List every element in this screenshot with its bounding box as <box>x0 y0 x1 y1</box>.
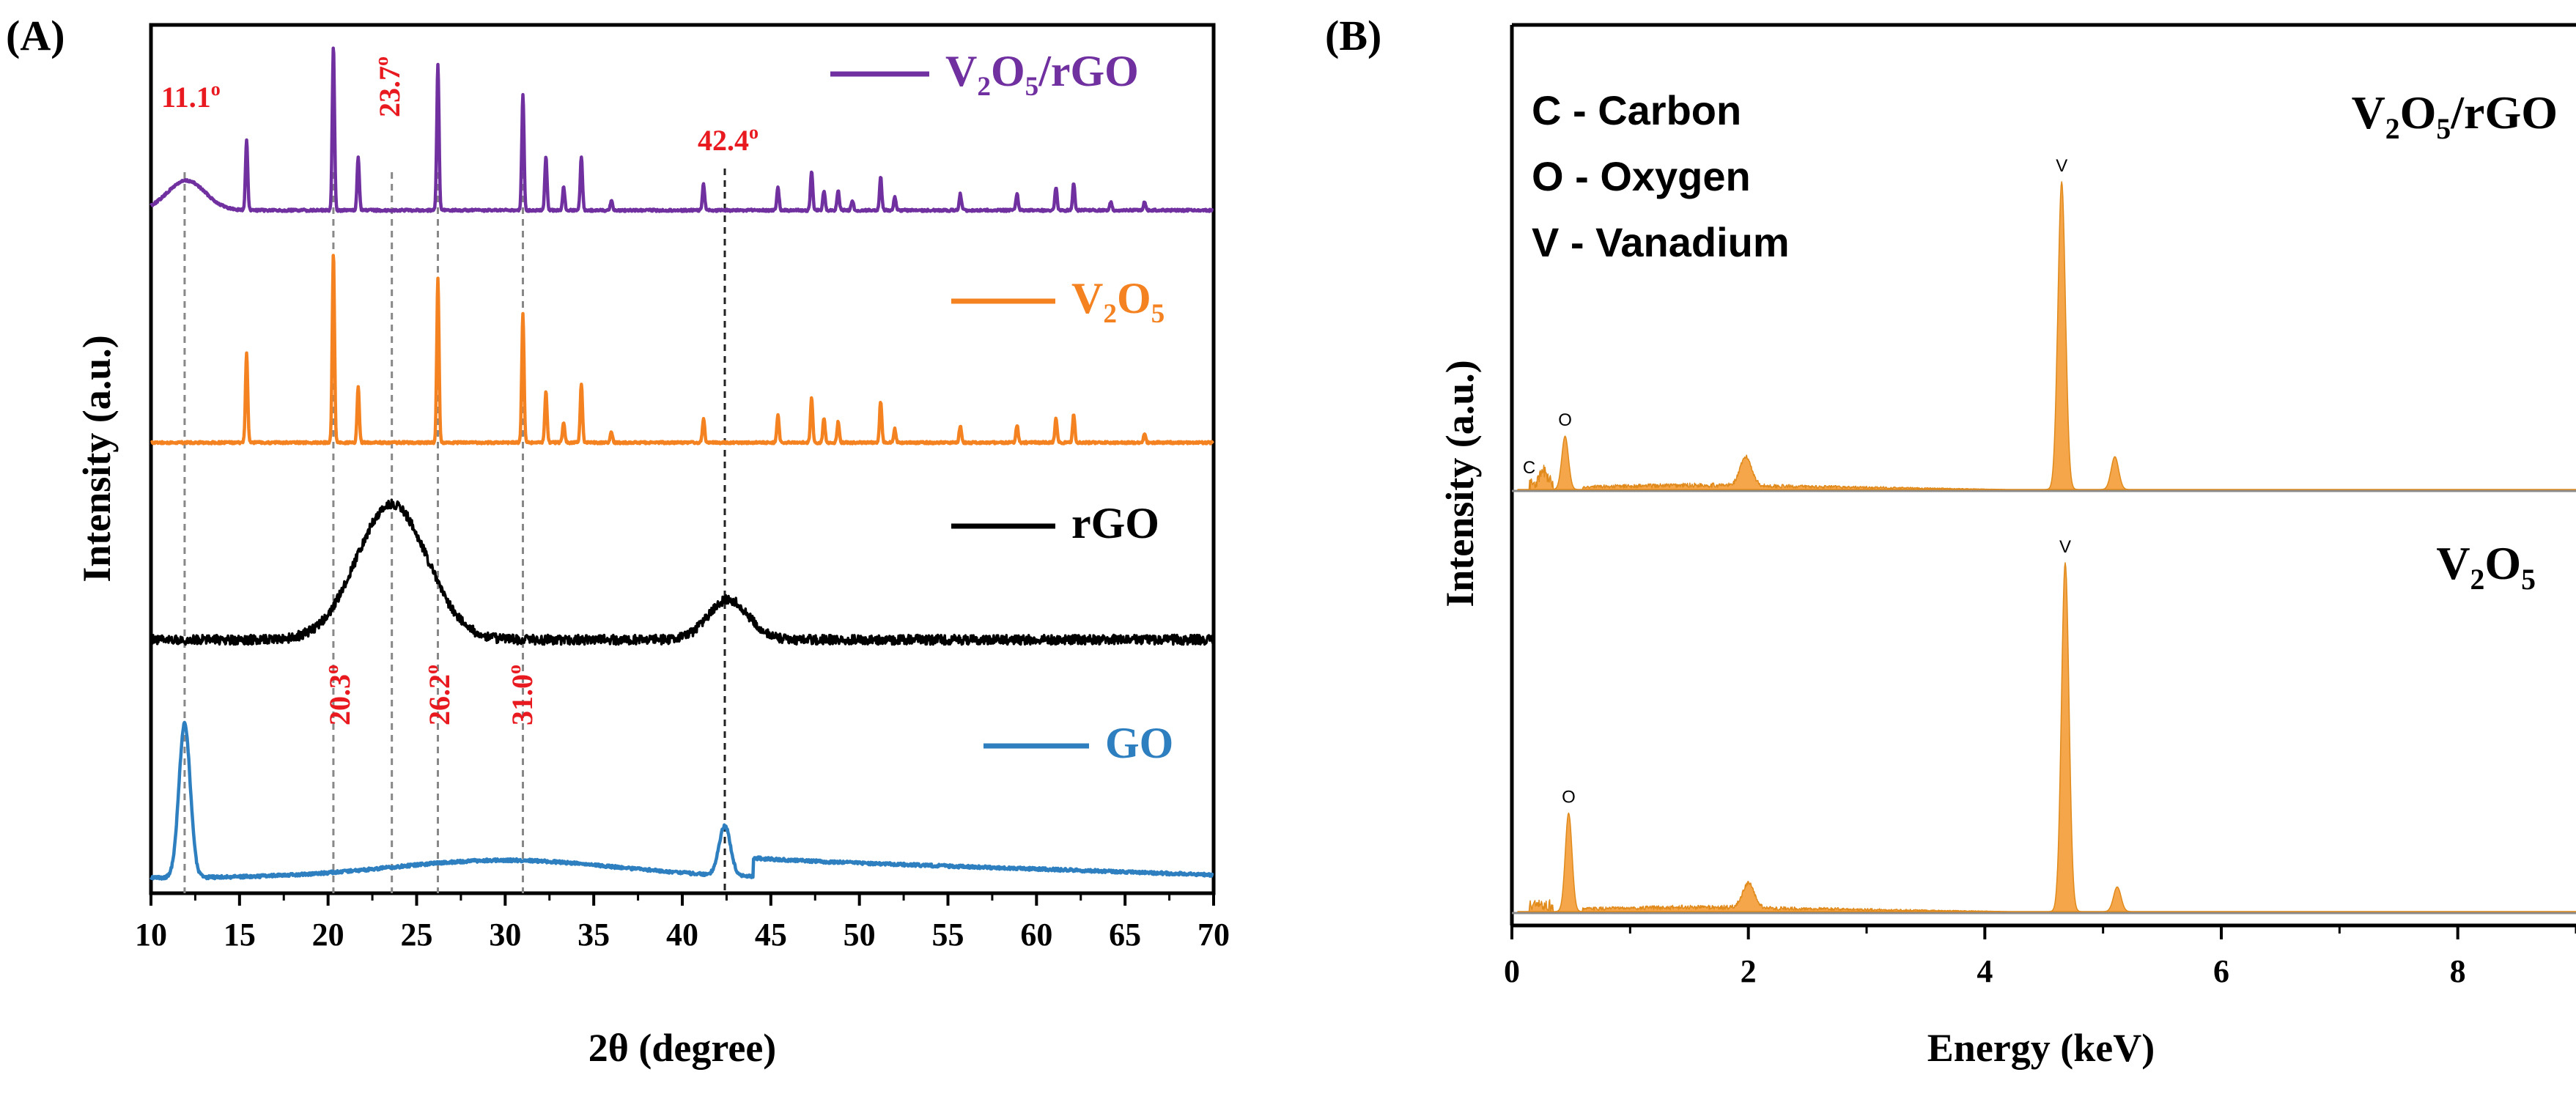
eds-title-v2o5-rgo-tail: /rGO <box>2450 86 2558 138</box>
x-tick-label-a-35: 35 <box>577 917 610 953</box>
eds-title-v2o5-s2: 5 <box>2521 563 2536 596</box>
legend-label-v2o5_rgo-mid: O <box>991 47 1025 95</box>
x-tick-label-a-15: 15 <box>224 917 256 953</box>
legend-label-go-base: GO <box>1105 719 1173 767</box>
element-key: C - Carbon O - Oxygen V - Vanadium <box>1532 87 1790 265</box>
element-key-C: C - Carbon <box>1532 87 1741 133</box>
annotation-value-42.4: 42.4 <box>698 124 749 157</box>
legend-label-v2o5: V2O5 <box>1071 274 1165 329</box>
x-tick-label-a-10: 10 <box>135 917 167 953</box>
series-line-V2O5 <box>150 254 1214 446</box>
series-line-rGO <box>150 498 1214 646</box>
annotation-value-26.2: 26.2 <box>423 674 456 725</box>
eds-spectrum-V2O5 <box>1517 562 2576 912</box>
x-tick-label-a-50: 50 <box>844 917 876 953</box>
peak-label-top-O: O <box>1558 410 1572 430</box>
element-key-O: O - Oxygen <box>1532 153 1751 199</box>
x-tick-label-a-55: 55 <box>932 917 964 953</box>
annotation-42.4: 42.4o <box>698 122 759 157</box>
legend-label-v2o5-s2: 5 <box>1151 299 1165 329</box>
panel-a-label: (A) <box>6 12 65 59</box>
series-line-V2O5-rGO <box>150 46 1214 213</box>
x-tick-label-b-2: 2 <box>1741 953 1757 989</box>
annotation-value-11.1: 11.1 <box>161 81 211 114</box>
legend-label-v2o5_rgo-s2: 5 <box>1025 72 1039 102</box>
x-tick-label-a-70: 70 <box>1197 917 1230 953</box>
annotation-degree-11.1: o <box>211 78 221 100</box>
legend-label-v2o5-mid: O <box>1117 274 1151 322</box>
legend-label-rgo: rGO <box>1071 499 1159 547</box>
eds-title-v2o5-rgo-s2: 5 <box>2436 113 2451 145</box>
legend-label-v2o5-s1: 2 <box>1103 299 1117 329</box>
element-key-V: V - Vanadium <box>1532 219 1790 265</box>
panel-a-y-label: Intensity (a.u.) <box>75 335 119 583</box>
legend-label-v2o5_rgo: V2O5/rGO <box>945 47 1139 102</box>
legend-label-v2o5-base: V <box>1071 274 1103 322</box>
panel-b-x-ticks: 0 2 4 6 8 <box>1504 925 2576 989</box>
eds-title-v2o5: V2O5 <box>2436 537 2536 596</box>
annotation-degree-20.3: o <box>321 665 342 674</box>
eds-title-v2o5-rgo: V2O5/rGO <box>2352 86 2558 145</box>
panel-b-y-label: Intensity (a.u.) <box>1438 360 1482 607</box>
x-tick-label-a-20: 20 <box>312 917 344 953</box>
panel-b-label: (B) <box>1325 12 1381 59</box>
series-line-GO <box>150 720 1214 881</box>
panel-b-x-label: Energy (keV) <box>1927 1026 2155 1070</box>
eds-title-v2o5-rgo-mid: O <box>2400 86 2437 138</box>
x-tick-label-a-30: 30 <box>489 917 521 953</box>
panel-a-series <box>150 46 1214 881</box>
legend-label-go: GO <box>1105 719 1173 767</box>
legend-label-v2o5_rgo-base: V <box>945 47 977 95</box>
eds-title-v2o5-s1: 2 <box>2470 563 2485 596</box>
annotation-value-31.0: 31.0 <box>506 674 539 725</box>
peak-label-top-V: V <box>2056 156 2067 176</box>
panel-a-reference-lines <box>183 169 726 893</box>
annotation-degree-42.4: o <box>749 122 759 143</box>
annotation-degree-26.2: o <box>421 665 442 674</box>
panel-a-x-label: 2θ (degree) <box>588 1026 777 1070</box>
peak-label-top-C: C <box>1523 458 1535 478</box>
annotation-degree-31.0: o <box>503 665 525 674</box>
annotation-value-23.7: 23.7 <box>373 66 406 117</box>
annotation-degree-23.7: o <box>371 56 392 66</box>
annotation-31.0: 31.0o <box>503 665 539 725</box>
x-tick-label-a-45: 45 <box>755 917 787 953</box>
x-tick-label-a-60: 60 <box>1020 917 1052 953</box>
x-tick-label-b-8: 8 <box>2450 953 2466 989</box>
annotation-23.7: 23.7o <box>371 56 406 117</box>
eds-title-v2o5-base: V <box>2436 537 2470 589</box>
annotation-11.1: 11.1o <box>161 78 221 114</box>
eds-title-v2o5-rgo-base: V <box>2352 86 2385 138</box>
annotation-26.2: 26.2o <box>421 665 456 725</box>
panel-a-frame <box>149 23 1216 895</box>
eds-spectrum-V2O5-rGO <box>1517 181 2576 490</box>
x-tick-label-a-65: 65 <box>1109 917 1141 953</box>
legend-label-v2o5_rgo-tail: /rGO <box>1038 47 1139 95</box>
peak-label-bottom-O: O <box>1562 788 1576 807</box>
eds-title-v2o5-rgo-s1: 2 <box>2385 113 2400 145</box>
annotation-20.3: 20.3o <box>321 665 356 725</box>
x-tick-label-b-0: 0 <box>1504 953 1520 989</box>
legend-label-rgo-base: rGO <box>1071 499 1159 547</box>
x-tick-label-b-4: 4 <box>1977 953 1993 989</box>
panel-a-x-ticks: 10 15 20 25 30 35 40 45 50 55 60 65 70 <box>135 893 1230 953</box>
annotation-value-20.3: 20.3 <box>323 674 356 725</box>
x-tick-label-b-6: 6 <box>2213 953 2229 989</box>
peak-label-bottom-V: V <box>2059 537 2071 557</box>
x-tick-label-a-25: 25 <box>401 917 433 953</box>
eds-title-v2o5-mid: O <box>2484 537 2521 589</box>
x-tick-label-a-40: 40 <box>666 917 698 953</box>
legend-label-v2o5_rgo-s1: 2 <box>977 72 991 102</box>
